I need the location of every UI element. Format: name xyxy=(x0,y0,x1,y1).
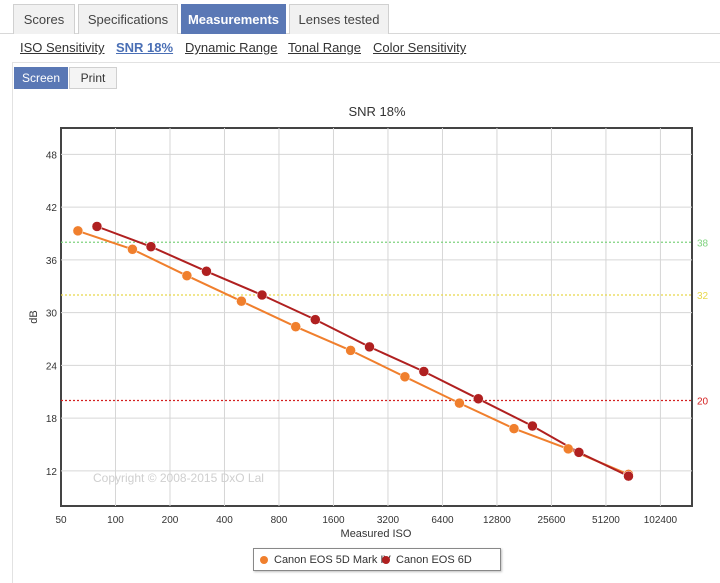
data-point xyxy=(91,221,103,232)
data-point xyxy=(256,289,268,301)
data-point xyxy=(310,314,321,325)
x-tick-label: 25600 xyxy=(538,515,566,526)
x-tick-label: 100 xyxy=(107,515,124,526)
tab-specifications[interactable]: Specifications xyxy=(78,4,178,34)
data-point xyxy=(127,244,138,255)
top-tab-bar: Scores Specifications Measurements Lense… xyxy=(0,0,720,34)
reference-label-32: 32 xyxy=(697,291,709,302)
x-axis-label: Measured ISO xyxy=(341,528,412,540)
x-tick-label: 1600 xyxy=(322,515,345,526)
data-point xyxy=(527,420,538,432)
subnav-dynamic-range[interactable]: Dynamic Range xyxy=(185,40,278,55)
subnav-tonal-range[interactable]: Tonal Range xyxy=(288,40,361,55)
tab-scores[interactable]: Scores xyxy=(13,4,75,34)
x-tick-label: 6400 xyxy=(431,515,454,526)
y-tick-label: 12 xyxy=(46,467,58,478)
subnav-color-sensitivity[interactable]: Color Sensitivity xyxy=(373,40,467,55)
x-tick-label: 200 xyxy=(162,515,179,526)
x-tick-label: 3200 xyxy=(377,515,400,526)
chart-panel xyxy=(12,62,720,583)
x-tick-label: 51200 xyxy=(592,515,620,526)
data-point xyxy=(345,345,356,356)
subnav-snr-18[interactable]: SNR 18% xyxy=(116,40,174,55)
reference-label-20: 20 xyxy=(697,397,709,408)
data-point xyxy=(145,241,157,252)
y-tick-label: 24 xyxy=(46,361,58,372)
data-point xyxy=(201,266,212,277)
x-tick-label: 102400 xyxy=(644,515,678,526)
y-axis-label: dB xyxy=(28,310,40,323)
y-tick-label: 36 xyxy=(46,256,58,267)
legend-label: Canon EOS 5D Mark IV xyxy=(274,554,391,566)
x-tick-label: 400 xyxy=(216,515,233,526)
y-tick-label: 18 xyxy=(46,414,58,425)
data-point xyxy=(562,443,574,455)
data-point xyxy=(399,371,411,383)
legend-label: Canon EOS 6D xyxy=(396,554,472,566)
data-point xyxy=(473,393,484,405)
legend-item-6d[interactable]: Canon EOS 6D xyxy=(382,554,472,566)
measurements-subnav: ISO Sensitivity SNR 18% Dynamic Range To… xyxy=(0,34,720,62)
legend-marker-icon xyxy=(382,556,390,564)
y-tick-label: 48 xyxy=(46,150,58,161)
data-point xyxy=(508,423,520,434)
print-view-button[interactable]: Print xyxy=(69,67,117,89)
data-point xyxy=(364,341,375,353)
data-point xyxy=(236,295,247,307)
x-tick-label: 800 xyxy=(271,515,288,526)
y-tick-label: 30 xyxy=(46,309,58,320)
x-tick-label: 12800 xyxy=(483,515,511,526)
data-point xyxy=(72,225,84,237)
tab-lenses-tested[interactable]: Lenses tested xyxy=(289,4,389,34)
reference-label-38: 38 xyxy=(697,238,709,249)
data-point xyxy=(290,321,301,332)
x-tick-label: 50 xyxy=(55,515,67,526)
plot-area xyxy=(60,127,693,507)
chart-title: SNR 18% xyxy=(348,104,406,119)
legend-item-5d-mark-iv[interactable]: Canon EOS 5D Mark IV xyxy=(260,554,391,566)
legend-marker-icon xyxy=(260,556,268,564)
data-point xyxy=(454,397,465,409)
tab-measurements[interactable]: Measurements xyxy=(181,4,286,34)
screen-view-button[interactable]: Screen xyxy=(14,67,68,89)
y-tick-label: 42 xyxy=(46,203,58,214)
chart-legend: Canon EOS 5D Mark IV Canon EOS 6D xyxy=(253,548,501,571)
subnav-iso-sensitivity[interactable]: ISO Sensitivity xyxy=(20,40,105,55)
data-point xyxy=(623,470,634,482)
data-point xyxy=(573,447,585,458)
data-point xyxy=(418,366,430,377)
data-point xyxy=(181,270,193,281)
copyright-watermark: Copyright © 2008-2015 DxO Lal xyxy=(93,471,264,485)
